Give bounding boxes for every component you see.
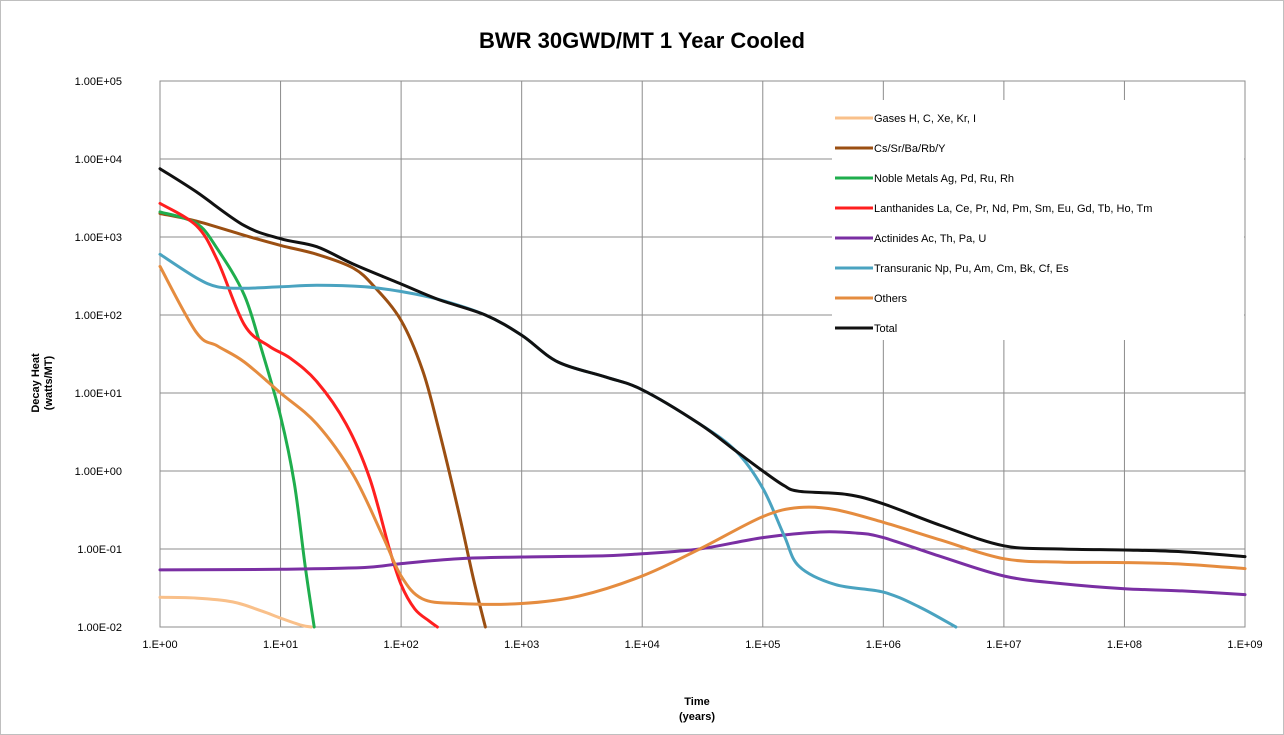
x-tick-label: 1.E+02 xyxy=(384,639,419,651)
legend: Gases H, C, Xe, Kr, I Cs/Sr/Ba/Rb/Y Noble … xyxy=(832,100,1244,340)
series-line-cssrbarby xyxy=(158,212,487,629)
plot-area xyxy=(159,80,1246,628)
series-line-lanthanides xyxy=(158,201,439,629)
legend-label: Noble Metals Ag, Pd, Ru, Rh xyxy=(874,173,1014,185)
legend-label: Lanthanides La, Ce, Pr, Nd, Pm, Sm, Eu, … xyxy=(874,203,1152,215)
legend-label: Cs/Sr/Ba/Rb/Y xyxy=(874,143,946,155)
x-tick-label: 1.E+03 xyxy=(504,639,539,651)
x-axis-label-line2: (years) xyxy=(679,711,715,723)
legend-label: Gases H, C, Xe, Kr, I xyxy=(874,113,976,125)
series-line-actinides xyxy=(158,530,1247,597)
x-tick-label: 1.E+05 xyxy=(745,639,780,651)
x-tick-label: 1.E+04 xyxy=(625,639,660,651)
series-line-total xyxy=(158,167,1247,559)
x-tick-label: 1.E+09 xyxy=(1227,639,1262,651)
chart-title: BWR 30GWD/MT 1 Year Cooled xyxy=(479,28,805,53)
legend-label: Transuranic Np, Pu, Am, Cm, Bk, Cf, Es xyxy=(874,263,1069,275)
series-line-others xyxy=(158,264,1247,606)
series-line-noble xyxy=(158,210,316,629)
x-axis-tick-labels: 1.E+00 1.E+01 1.E+02 1.E+03 1.E+04 1.E+05 1.E+… xyxy=(142,639,1262,651)
y-tick-label: 1.00E+01 xyxy=(75,388,122,400)
x-tick-label: 1.E+08 xyxy=(1107,639,1142,651)
y-axis-label-line2: (watts/MT) xyxy=(43,355,55,410)
series-line-gases xyxy=(158,595,313,629)
y-tick-label: 1.00E+02 xyxy=(75,310,122,322)
legend-label: Total xyxy=(874,323,897,335)
x-tick-label: 1.E+06 xyxy=(866,639,901,651)
y-tick-label: 1.00E-02 xyxy=(77,622,122,634)
x-tick-label: 1.E+01 xyxy=(263,639,298,651)
x-tick-label: 1.E+07 xyxy=(986,639,1021,651)
series-lines xyxy=(158,167,1247,629)
y-tick-label: 1.00E+05 xyxy=(75,76,122,88)
y-axis-tick-labels: 1.00E-02 1.00E-01 1.00E+00 1.00E+01 1.00E+02… xyxy=(75,76,122,634)
legend-label: Actinides Ac, Th, Pa, U xyxy=(874,233,986,245)
y-tick-label: 1.00E+00 xyxy=(75,466,122,478)
y-tick-label: 1.00E+03 xyxy=(75,232,122,244)
y-tick-label: 1.00E-01 xyxy=(77,544,122,556)
legend-label: Others xyxy=(874,293,908,305)
y-axis-label-line1: Decay Heat xyxy=(30,353,42,413)
x-tick-label: 1.E+00 xyxy=(142,639,177,651)
y-tick-label: 1.00E+04 xyxy=(75,154,122,166)
x-axis-label-line1: Time xyxy=(684,696,709,708)
legend-background xyxy=(832,100,1244,340)
